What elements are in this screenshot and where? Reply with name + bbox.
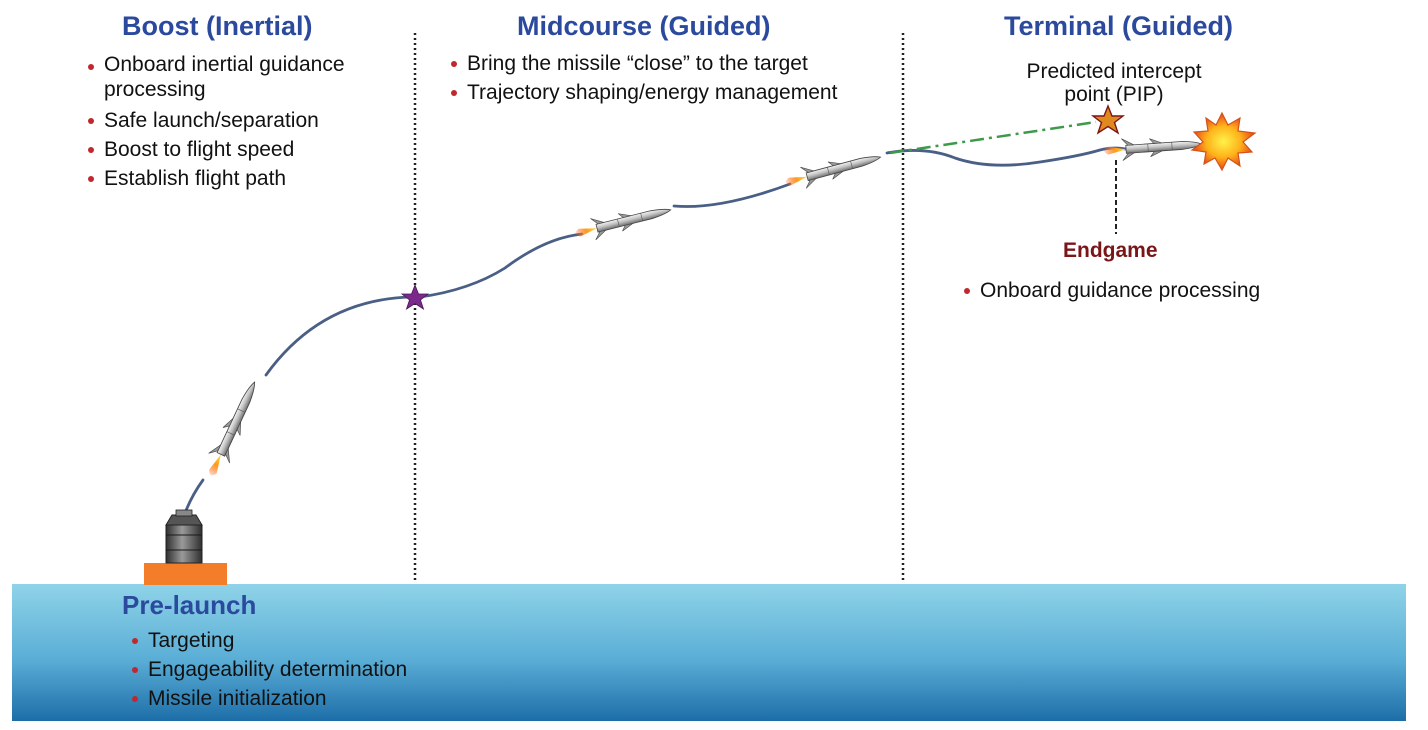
endgame-title: Endgame [1063, 239, 1158, 262]
launcher-icon [165, 509, 203, 564]
missile-icon [572, 198, 674, 245]
explosion-icon [1190, 111, 1257, 172]
list-item: Boost to flight speed [86, 135, 386, 164]
missile-icon [200, 376, 266, 481]
prelaunch-bullet-list: Targeting Engageability determination Mi… [130, 626, 407, 713]
pip-label-line2: point (PIP) [1064, 83, 1164, 106]
list-item: Onboard guidance processing [962, 276, 1260, 305]
list-item: Trajectory shaping/energy management [449, 78, 837, 107]
pip-aim-line [889, 120, 1097, 155]
list-item: Bring the missile “close” to the target [449, 49, 837, 78]
prelaunch-phase-title: Pre-launch [122, 590, 257, 620]
transition-star-icon [400, 283, 430, 310]
pip-label: Predicted intercept point (PIP) [1000, 60, 1228, 106]
ocean-band [12, 584, 1406, 721]
trajectory-path [183, 146, 1132, 515]
midcourse-bullet-list: Bring the missile “close” to the target … [449, 49, 837, 107]
list-item: Onboard inertial guidance processing [86, 52, 386, 102]
missile-icon [782, 146, 884, 194]
list-item: Engageability determination [130, 655, 407, 684]
midcourse-phase-title: Midcourse (Guided) [517, 11, 771, 41]
list-item: Establish flight path [86, 164, 386, 193]
list-item: Missile initialization [130, 684, 407, 713]
boost-bullet-list: Onboard inertial guidance processing Saf… [86, 52, 386, 193]
list-item: Targeting [130, 626, 407, 655]
endgame-bullet-list: Onboard guidance processing [962, 276, 1260, 305]
launcher-base [144, 563, 227, 585]
pip-label-line1: Predicted intercept [1026, 60, 1202, 83]
pip-star-icon [1090, 104, 1126, 135]
list-item: Safe launch/separation [86, 106, 386, 135]
boost-phase-title: Boost (Inertial) [122, 11, 313, 41]
terminal-phase-title: Terminal (Guided) [1004, 11, 1234, 41]
